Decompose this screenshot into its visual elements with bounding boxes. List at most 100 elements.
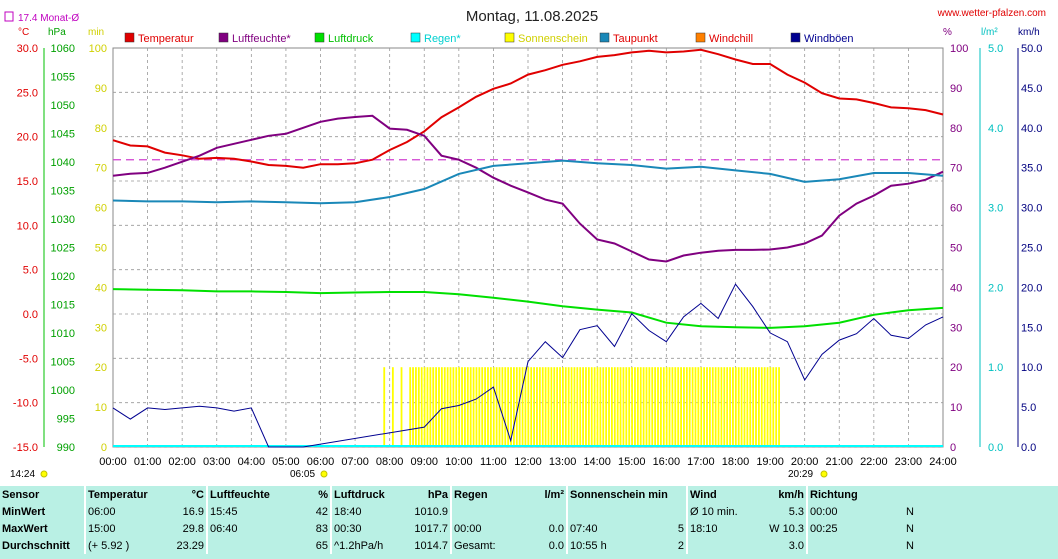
x-tick-label: 14:00 [583, 456, 611, 468]
wind-value: 3.0 [788, 539, 804, 552]
sunshine-bar [559, 367, 561, 447]
pressure-tick-label: 1015 [51, 300, 75, 312]
legend-label: Windchill [709, 33, 753, 45]
series-luftdruck [112, 288, 944, 329]
wind-tick-label: 0.0 [1021, 442, 1036, 454]
sunshine-bar [475, 367, 478, 447]
temp-tick-label: 15.0 [17, 176, 38, 188]
sunshine-bar [729, 367, 731, 447]
summary-row-min: MinWert 06:00 16.9 15:45 42 18:40 1010.9… [0, 503, 916, 520]
humidity-tick-label: 10 [950, 402, 962, 414]
header-temperature: Temperatur [84, 486, 162, 503]
sunshine-bar [564, 367, 567, 447]
sunshine-bar [518, 367, 521, 447]
sunshine-bar [613, 367, 616, 447]
temp-value: 16.9 [182, 505, 204, 518]
sunshine-bar [515, 367, 518, 447]
legend-label: Regen* [424, 33, 461, 45]
temp-tick-label: 10.0 [17, 220, 38, 232]
sunshine-bar [423, 367, 426, 447]
sunshine-bar [599, 367, 602, 447]
dir-time [806, 537, 882, 554]
temp-time: 06:00 [84, 503, 162, 520]
temp-time: (+ 5.92 ) [84, 537, 162, 554]
x-tick-label: 18:00 [722, 456, 750, 468]
legend-swatch [314, 32, 325, 43]
sunshine-bar [469, 367, 472, 447]
x-tick-label: 20:00 [791, 456, 819, 468]
sunshine-bar [775, 367, 778, 447]
humidity-tick-label: 90 [950, 83, 962, 95]
sunshine-bar [697, 367, 700, 447]
legend-swatch [790, 32, 801, 43]
rain-tick-label: 4.0 [988, 123, 1003, 135]
x-tick-label: 21:00 [825, 456, 853, 468]
sunshine-bar [740, 367, 743, 447]
sunshine-bar [636, 367, 639, 447]
pressure-tick-label: 1030 [51, 214, 75, 226]
sunshine-bar [438, 367, 440, 447]
sunshine-bar [507, 367, 510, 447]
unit-percent: % [943, 27, 952, 38]
sun-time: 07:40 [566, 520, 652, 537]
sunshine-bar [458, 367, 461, 447]
sunshine-bar [694, 367, 697, 447]
press-time: 00:30 [330, 520, 406, 537]
sunset-time: 20:29 [788, 469, 813, 480]
sunshine-bar [527, 367, 530, 447]
website-link[interactable]: www.wetter-pfalzen.com [937, 8, 1046, 19]
x-tick-label: 12:00 [514, 456, 542, 468]
sunshine-bar [654, 367, 657, 447]
humidity-tick-label: 50 [950, 243, 962, 255]
hum-value: 42 [315, 505, 328, 518]
sunshine-bar [510, 367, 512, 447]
sunshine-bar [541, 367, 544, 447]
sunshine-bar [723, 367, 726, 447]
sunset-icon [820, 470, 828, 478]
header-rain-unit: l/m² [544, 488, 564, 501]
sunshine-bar [593, 367, 596, 447]
sunshine-bar [700, 367, 703, 447]
x-tick-label: 13:00 [549, 456, 577, 468]
sunshine-bar [732, 367, 734, 447]
legend-swatch [504, 32, 515, 43]
sun-time: 10:55 h [566, 537, 652, 554]
sunshine-bar [582, 367, 584, 447]
wind-tick-label: 20.0 [1021, 282, 1042, 294]
wind-value: W 10.3 [769, 522, 804, 535]
sunshine-bar [714, 367, 717, 447]
legend-label: Luftdruck [328, 33, 374, 45]
sunshine-bar [608, 367, 610, 447]
x-tick-label: 08:00 [376, 456, 404, 468]
x-tick-label: 06:00 [307, 456, 335, 468]
unit-pressure: hPa [48, 27, 66, 38]
sunshine-bar [440, 367, 443, 447]
rain-value: 0.0 [548, 539, 564, 552]
sunshine-bar [409, 367, 412, 447]
chart-legend: Temperatur Luftfeuchte* Luftdruck Regen* Son… [124, 32, 854, 45]
summary-row-avg: Durchschnitt (+ 5.92 ) 23.29 65 ^1.2hPa/… [0, 537, 916, 554]
sun-value: 2 [677, 539, 684, 552]
sunshine-bar [628, 367, 631, 447]
humidity-tick-label: 40 [950, 282, 962, 294]
series-luftfeuchte [112, 114, 944, 263]
sunshine-bar [683, 367, 685, 447]
header-humidity: Luftfeuchte [206, 486, 292, 503]
legend-swatch [410, 32, 421, 43]
sunshine-bar [659, 367, 662, 447]
sunshine-bar [435, 367, 438, 447]
wind-label [686, 537, 762, 554]
header-pressure: Luftdruck [330, 486, 406, 503]
dir-value: N [906, 505, 914, 518]
sunshine-bar [429, 367, 432, 447]
pressure-tick-label: 995 [57, 414, 75, 426]
sunshine-bar [420, 367, 423, 447]
sunshine-bar [611, 367, 613, 447]
sunshine-bar [504, 367, 507, 447]
wind-tick-label: 15.0 [1021, 322, 1042, 334]
wind-tick-label: 45.0 [1021, 83, 1042, 95]
sunshine-tick-label: 30 [95, 322, 107, 334]
pressure-tick-label: 1010 [51, 328, 75, 340]
sunshine-tick-label: 50 [95, 243, 107, 255]
wind-tick-label: 40.0 [1021, 123, 1042, 135]
